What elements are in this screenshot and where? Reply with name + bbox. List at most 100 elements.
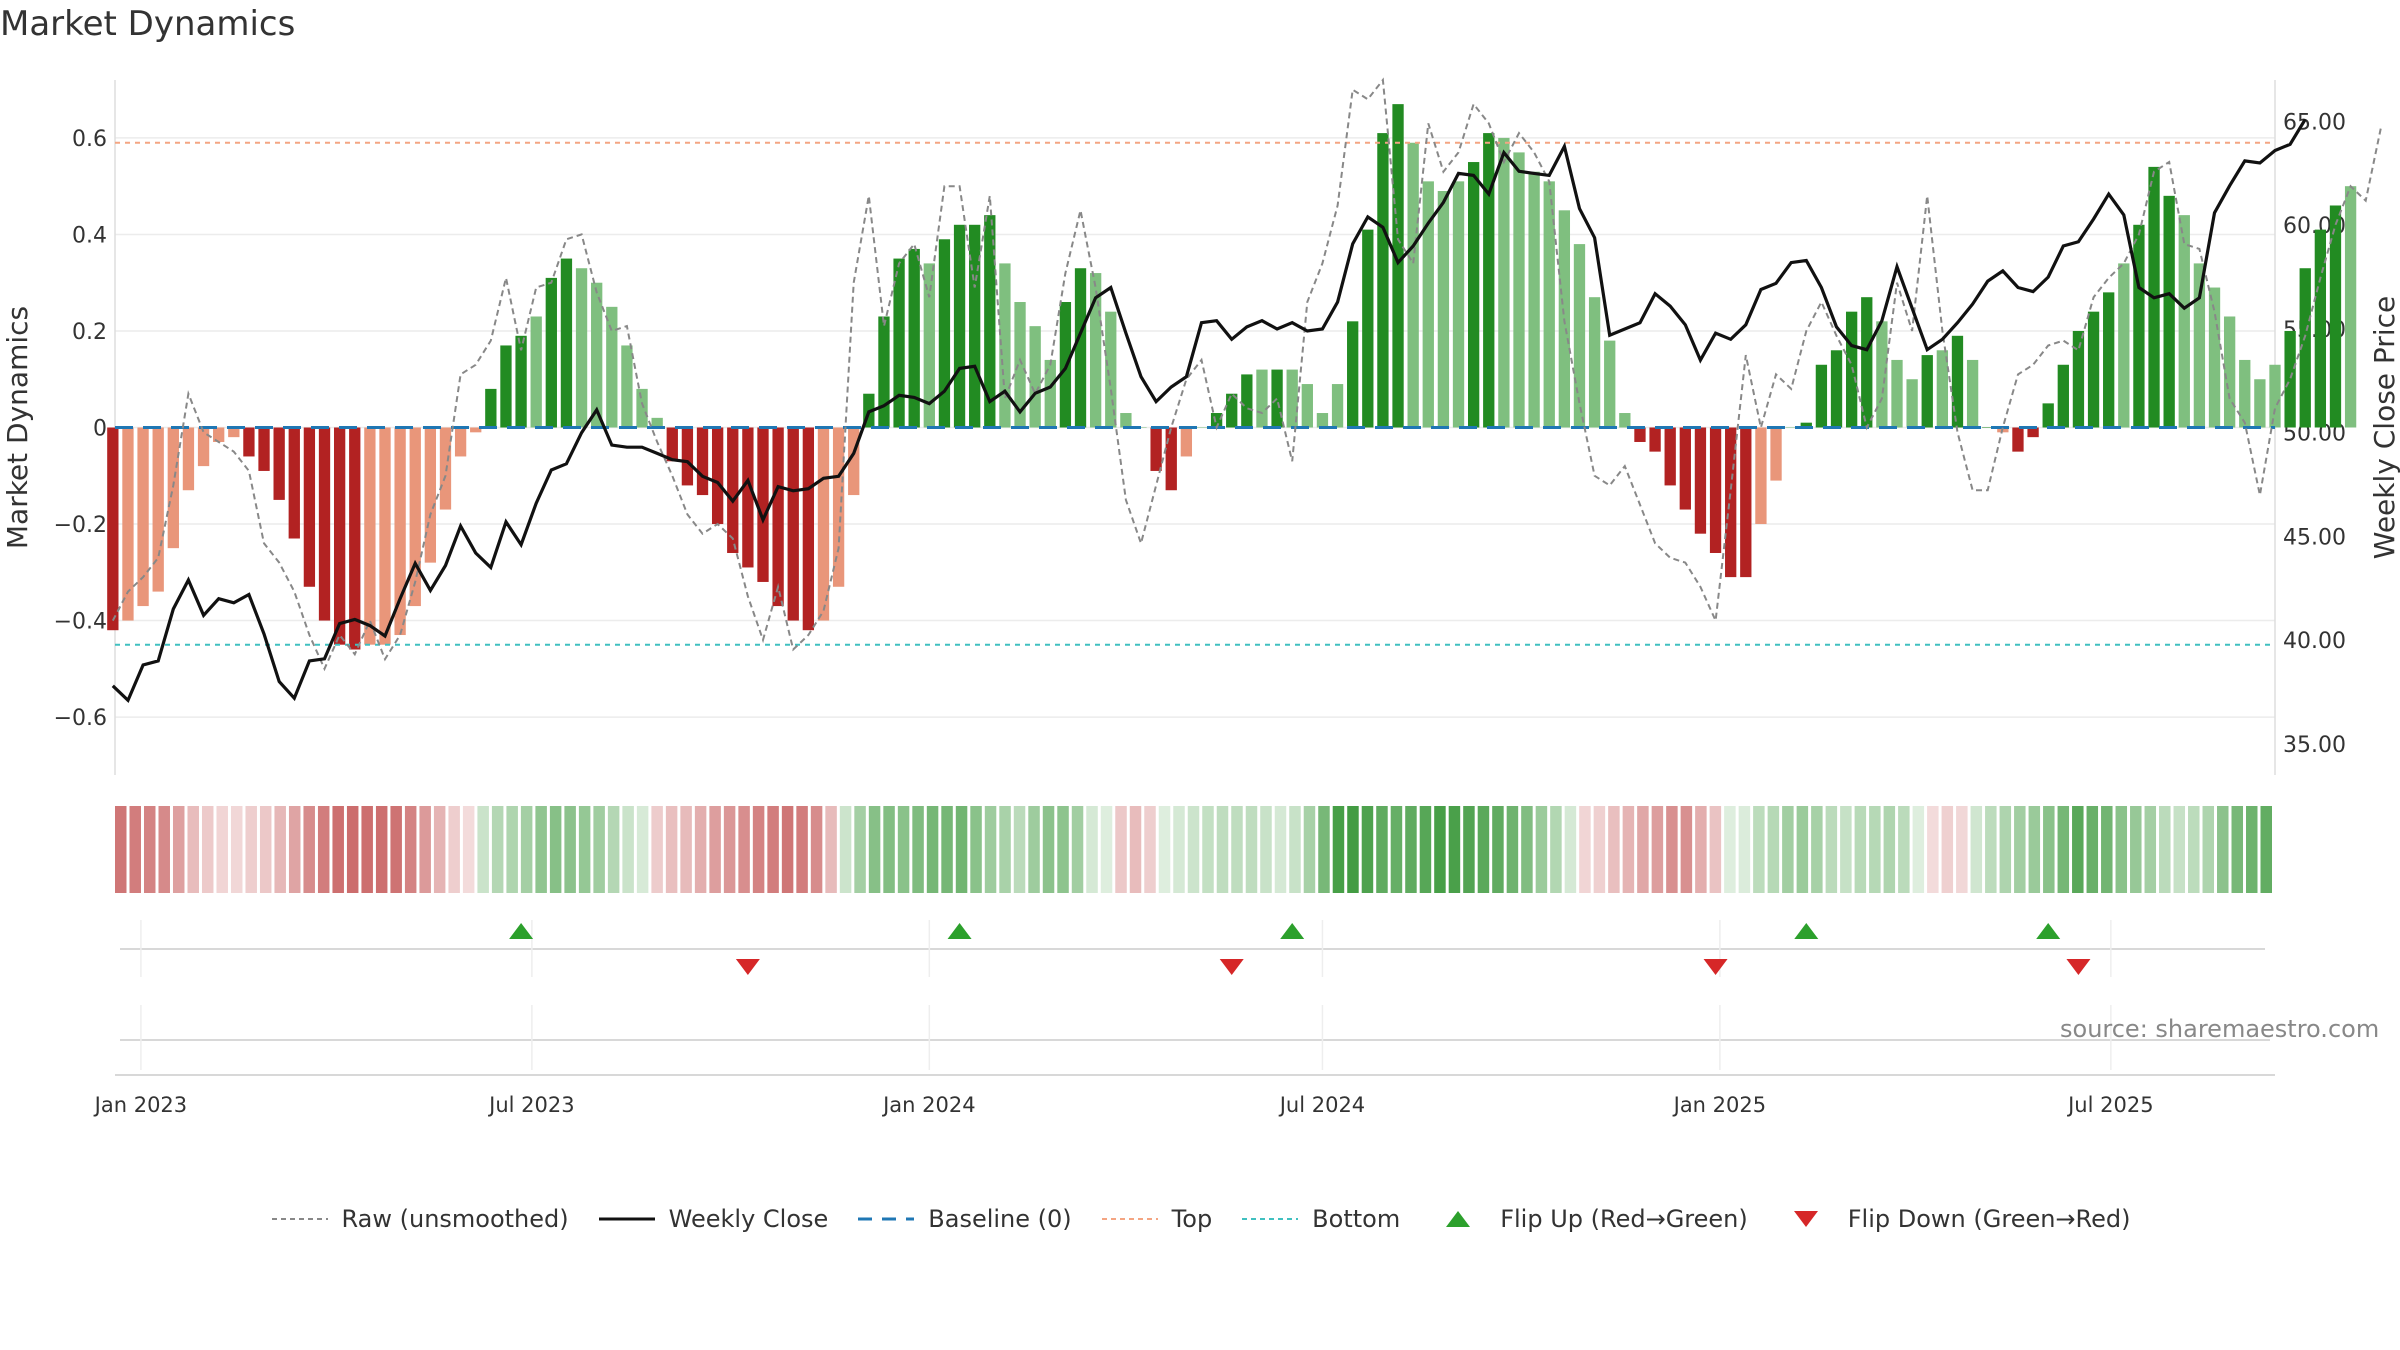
momentum-bar [379,427,391,645]
heat-cell [1506,806,1519,893]
momentum-bar [1800,422,1812,428]
momentum-bar [848,427,860,496]
legend-item-top: Top [1100,1205,1213,1233]
momentum-bar [1770,427,1782,481]
momentum-bar [802,427,815,631]
y-tick-right: 40.00 [2283,629,2346,654]
momentum-bar [409,427,421,607]
heat-cell [1245,806,1258,893]
heat-cell [738,806,750,893]
momentum-bar [1467,162,1480,428]
legend-item-flip_up: Flip Up (Red→Green) [1428,1205,1748,1233]
legend-item-bottom: Bottom [1240,1205,1400,1233]
momentum-bar [2223,316,2236,428]
momentum-bar [2344,186,2357,428]
momentum-bar [1165,427,1177,491]
heat-cell [970,806,982,893]
heat-cell [1550,806,1562,893]
momentum-bar [182,427,195,491]
momentum-bar [2042,403,2054,428]
legend-label-bottom: Bottom [1312,1205,1401,1233]
heat-cell [1492,806,1504,893]
momentum-bar [1634,427,1646,442]
heat-cell [1738,806,1751,893]
heat-cell [506,806,518,893]
momentum-bar [2133,224,2145,428]
momentum-bar [2208,287,2221,428]
flip-down-marker [1703,959,1728,975]
momentum-bar [1498,137,1510,428]
heat-cell [1071,806,1084,893]
momentum-bar [530,316,542,428]
legend-label-top: Top [1171,1205,1213,1233]
heat-cell [1709,806,1722,893]
heat-cell [868,806,881,893]
heat-cell [129,806,141,893]
momentum-bar [2299,268,2311,428]
momentum-bar [1362,229,1374,428]
momentum-bar [394,427,406,636]
y-axis-label-left: Market Dynamics [1,306,34,549]
y-tick-left: 0 [93,417,107,442]
y-tick-left: −0.4 [54,610,107,635]
heat-cell [2188,806,2200,893]
momentum-bar [1513,152,1525,428]
y-tick-left: 0.6 [72,127,107,152]
momentum-bar [1331,384,1344,428]
momentum-bar [984,215,996,428]
heat-cell [1695,806,1707,893]
momentum-bar [1029,326,1041,428]
momentum-bar [711,427,724,525]
flip-up-marker [1794,923,1819,939]
x-tick-label: Jan 2024 [881,1093,976,1117]
heat-cell [955,806,968,893]
momentum-bar [1785,427,1797,428]
momentum-bar [1679,427,1691,510]
heat-cell [796,806,808,893]
heat-cell [854,806,866,893]
heat-cell [1434,806,1446,893]
heat-cell [1260,806,1272,893]
momentum-bar [197,427,210,467]
heat-cell [1651,806,1664,893]
momentum-bar [817,427,830,621]
raw-line [111,77,2382,672]
heat-cell [1173,806,1185,893]
momentum-bar [636,388,648,428]
y-axis-label-right: Weekly Close Price [2368,296,2400,559]
momentum-bar [1966,359,1979,428]
momentum-bar [1830,350,1843,428]
heat-cell [115,806,127,893]
momentum-bar [1709,427,1722,553]
momentum-bar [1588,297,1601,428]
momentum-bar [1074,268,1087,428]
momentum-bar [1982,427,1994,428]
momentum-bar [1815,364,1828,428]
heat-cell [1100,806,1113,893]
momentum-bar [2284,330,2296,428]
heat-cell [1811,806,1823,893]
momentum-bar [1195,427,1208,428]
momentum-bar [878,316,890,428]
momentum-bar [1876,321,1888,428]
momentum-bar [1407,142,1419,428]
legend-swatch-flip_up [1446,1211,1471,1227]
momentum-bar [681,427,694,486]
heat-cell [1463,806,1475,893]
legend-swatch-baseline [858,1217,915,1221]
momentum-bar [1301,384,1313,428]
y-tick-left: 0.2 [72,320,107,345]
legend-label-close: Weekly Close [668,1205,829,1233]
momentum-bar [727,427,739,553]
heat-cell [999,806,1011,893]
heat-cell [1332,806,1345,893]
heat-cell [1898,806,1910,893]
momentum-bar [1422,181,1434,428]
momentum-bar [2012,427,2024,452]
momentum-bar [1392,104,1404,428]
heat-cell [839,806,852,893]
momentum-bar [742,427,754,568]
heat-cell [2159,806,2171,893]
heat-cell [1724,806,1736,893]
heat-cell [2260,806,2272,893]
